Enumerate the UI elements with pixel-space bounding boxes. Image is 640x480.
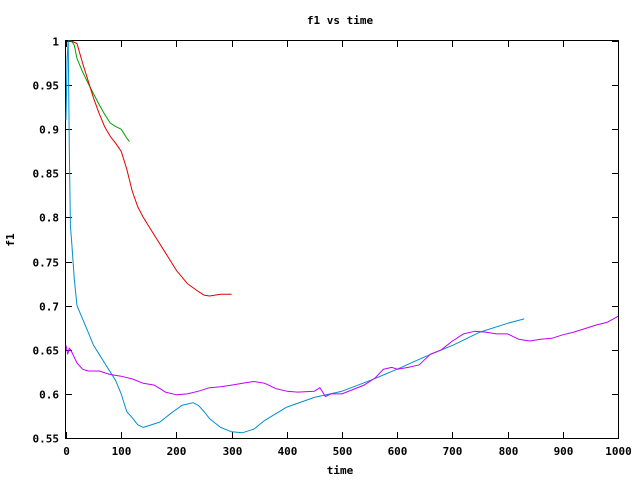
series-line-2 xyxy=(71,40,232,297)
y-tick-label: 0.55 xyxy=(33,433,60,446)
y-tick-label: 0.75 xyxy=(33,257,60,270)
series-line-3 xyxy=(65,40,525,434)
series-line-1 xyxy=(68,40,130,142)
axis-tick-labels: 0 100 200 300 400 500 600 700 800 900 1000 0.55 0.6 0… xyxy=(33,36,632,459)
chart-title: f1 vs time xyxy=(307,14,374,27)
x-tick-label: 300 xyxy=(223,445,243,458)
x-tick-label: 900 xyxy=(554,445,574,458)
y-tick-label: 0.6 xyxy=(39,389,59,402)
series-line-4 xyxy=(65,315,619,397)
y-axis-label: f1 xyxy=(4,233,17,247)
plot-frame xyxy=(65,40,619,439)
x-tick-label: 100 xyxy=(112,445,132,458)
x-tick-label: 600 xyxy=(388,445,408,458)
y-tick-label: 0.7 xyxy=(39,301,59,314)
x-tick-label: 800 xyxy=(499,445,519,458)
y-tick-label: 0.65 xyxy=(33,345,60,358)
x-tick-label: 1000 xyxy=(605,445,632,458)
x-tick-label: 200 xyxy=(167,445,187,458)
y-tick-label: 0.95 xyxy=(33,80,60,93)
y-tick-label: 0.8 xyxy=(39,212,59,225)
y-tick-label: 0.85 xyxy=(33,168,60,181)
x-tick-label: 0 xyxy=(63,445,70,458)
x-axis-label: time xyxy=(327,464,354,477)
y-tick-label: 0.9 xyxy=(39,124,59,137)
x-tick-label: 500 xyxy=(333,445,353,458)
x-tick-label: 400 xyxy=(278,445,298,458)
y-tick-label: 1 xyxy=(52,36,59,49)
axis-ticks xyxy=(66,41,619,439)
series-lines xyxy=(65,40,619,434)
x-tick-label: 700 xyxy=(443,445,463,458)
